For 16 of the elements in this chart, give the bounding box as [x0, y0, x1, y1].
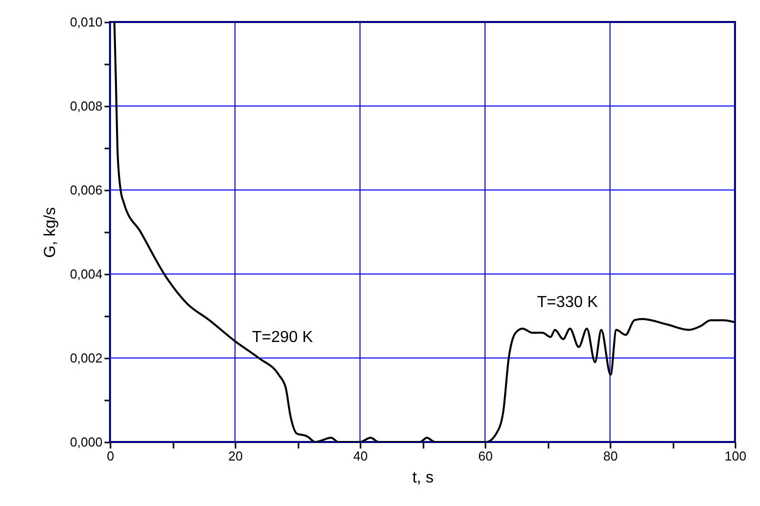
y-tick-label: 0,004 — [70, 266, 102, 282]
y-tick-label: 0,000 — [70, 434, 102, 450]
y-tick-label: 0,002 — [70, 350, 102, 366]
y-tick-label: 0,010 — [70, 14, 102, 30]
x-axis-title: t, s — [412, 470, 434, 486]
y-tick-label: 0,006 — [70, 182, 102, 198]
x-tick-label: 20 — [228, 448, 243, 464]
annotation: T=330 K — [537, 294, 598, 311]
x-tick-label: 80 — [603, 448, 618, 464]
y-axis-title: G, kg/s — [42, 207, 59, 258]
annotation: T=290 K — [252, 329, 314, 346]
y-tick-label: 0,008 — [70, 98, 102, 114]
x-tick-label: 60 — [478, 448, 493, 464]
x-tick-label: 0 — [106, 448, 114, 464]
x-tick-label: 40 — [353, 448, 368, 464]
x-tick-label: 100 — [724, 448, 746, 464]
